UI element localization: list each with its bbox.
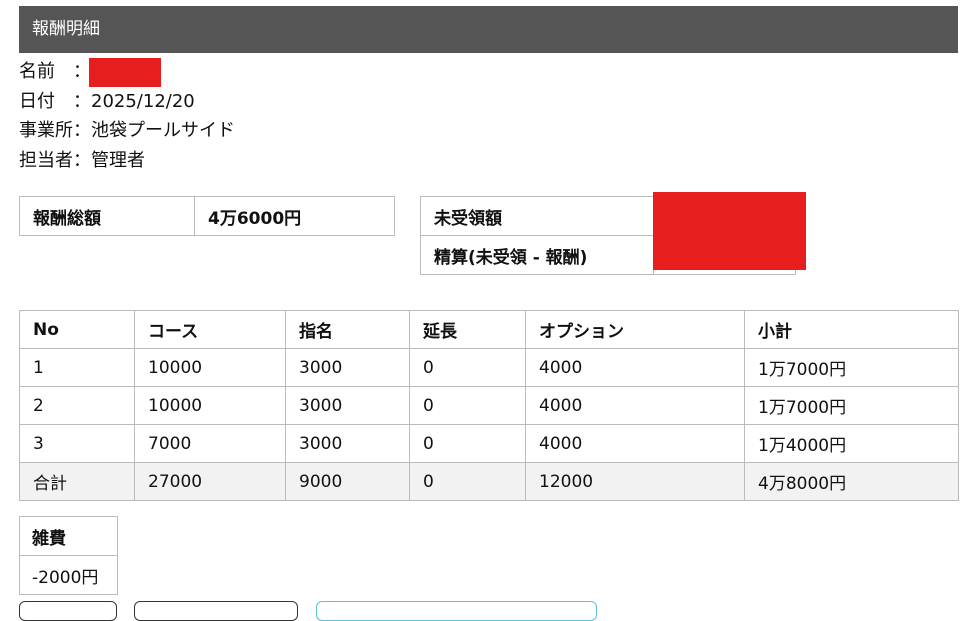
page-header: 報酬明細 — [19, 6, 958, 53]
amount-redaction — [653, 192, 806, 270]
office-label: 事業所： — [19, 120, 91, 141]
cell: 27000 — [134, 462, 286, 501]
cell: 0 — [409, 424, 526, 463]
table-total-row: 合計 27000 9000 0 12000 4万8000円 — [19, 462, 959, 501]
cell: 7000 — [134, 424, 286, 463]
col-extension: 延長 — [409, 310, 526, 349]
misc-value: -2000円 — [19, 555, 118, 595]
cell: 0 — [409, 462, 526, 501]
cell: 4000 — [525, 424, 745, 463]
cell: 合計 — [19, 462, 135, 501]
table-row: 2 10000 3000 0 4000 1万7000円 — [19, 386, 959, 425]
cell: 9000 — [285, 462, 410, 501]
cell: 1万7000円 — [744, 348, 959, 387]
cell: 1 — [19, 348, 135, 387]
staff-value: 管理者 — [91, 149, 145, 171]
cell: 10000 — [134, 348, 286, 387]
office-value: 池袋プールサイド — [91, 120, 235, 141]
cell: 1万4000円 — [744, 424, 959, 463]
name-redaction — [89, 57, 161, 87]
col-subtotal: 小計 — [744, 310, 959, 349]
cell: 12000 — [525, 462, 745, 501]
staff-label: 担当者： — [19, 149, 91, 171]
cell: 2 — [19, 386, 135, 425]
total-label: 報酬総額 — [19, 196, 195, 236]
cell: 4000 — [525, 386, 745, 425]
col-nomination: 指名 — [285, 310, 410, 349]
reward-table: No コース 指名 延長 オプション 小計 1 10000 3000 0 4000 1万7… — [19, 310, 959, 501]
total-value: 4万6000円 — [194, 196, 395, 236]
action-button-2[interactable] — [134, 601, 298, 621]
table-row: 3 7000 3000 0 4000 1万4000円 — [19, 424, 959, 463]
action-button-3[interactable] — [316, 601, 597, 621]
col-course: コース — [134, 310, 286, 349]
date-row: 日付 ：2025/12/20 — [19, 87, 235, 117]
table-header-row: No コース 指名 延長 オプション 小計 — [19, 310, 959, 349]
misc-expense-table: 雑費 -2000円 — [19, 516, 118, 595]
cell: 1万7000円 — [744, 386, 959, 425]
cell: 0 — [409, 386, 526, 425]
name-label: 名前 ： — [19, 61, 91, 82]
cell: 10000 — [134, 386, 286, 425]
name-row: 名前 ： — [19, 57, 235, 87]
table-row: 1 10000 3000 0 4000 1万7000円 — [19, 348, 959, 387]
cell: 4000 — [525, 348, 745, 387]
col-option: オプション — [525, 310, 745, 349]
total-reward-table: 報酬総額 4万6000円 — [19, 196, 395, 236]
cell: 0 — [409, 348, 526, 387]
date-label: 日付 ： — [19, 90, 91, 112]
action-button-1[interactable] — [19, 601, 117, 621]
cell: 4万8000円 — [744, 462, 959, 501]
office-row: 事業所：池袋プールサイド — [19, 116, 235, 146]
date-value: 2025/12/20 — [91, 90, 195, 112]
info-block: 名前 ： 日付 ：2025/12/20 事業所：池袋プールサイド 担当者：管理者 — [19, 57, 235, 175]
settlement-label: 精算(未受領 - 報酬) — [420, 235, 654, 275]
staff-row: 担当者：管理者 — [19, 146, 235, 176]
unreceived-label: 未受領額 — [420, 196, 654, 236]
col-no: No — [19, 310, 135, 349]
misc-label: 雑費 — [19, 516, 118, 556]
cell: 3 — [19, 424, 135, 463]
cell: 3000 — [285, 386, 410, 425]
cell: 3000 — [285, 348, 410, 387]
cell: 3000 — [285, 424, 410, 463]
